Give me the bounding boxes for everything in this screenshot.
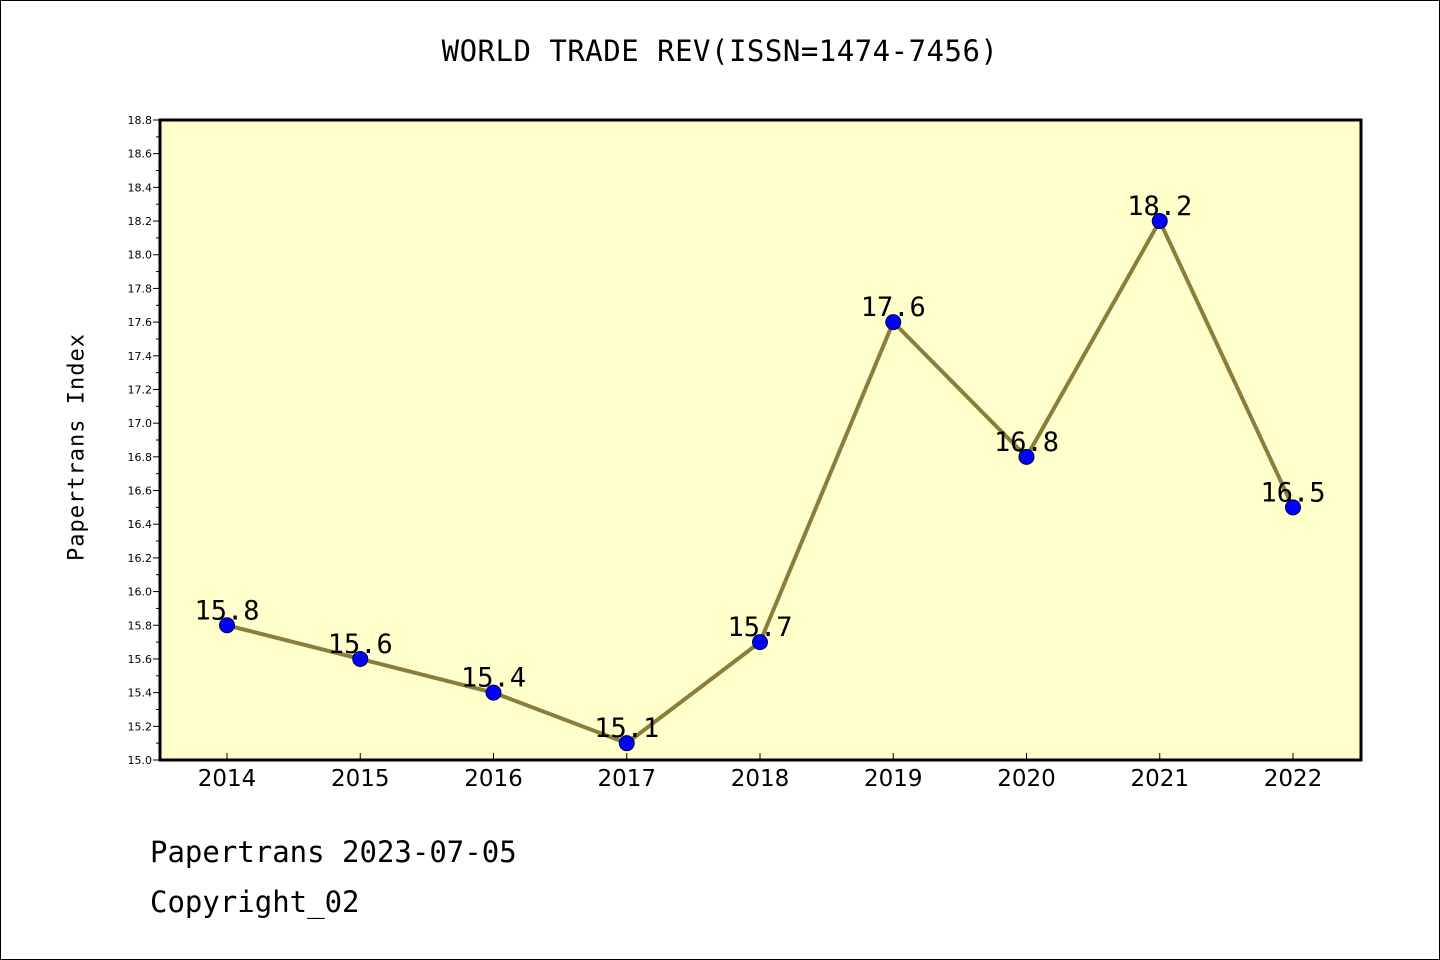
y-tick-label: 16.8 xyxy=(128,451,153,464)
data-label: 15.8 xyxy=(194,595,259,626)
y-tick-label: 15.2 xyxy=(128,720,153,733)
x-tick-label: 2014 xyxy=(198,766,257,792)
y-tick-label: 17.6 xyxy=(128,316,153,329)
data-point-2022 xyxy=(1285,499,1301,516)
y-tick-label: 15.0 xyxy=(128,754,153,767)
y-tick-label: 17.8 xyxy=(128,282,153,295)
y-tick-label: 15.8 xyxy=(128,619,153,632)
y-tick-label: 17.0 xyxy=(128,417,153,430)
y-tick-label: 16.4 xyxy=(128,518,153,531)
x-tick-label: 2015 xyxy=(331,766,390,792)
data-label: 15.6 xyxy=(328,629,393,660)
y-tick-label: 15.4 xyxy=(128,687,153,700)
y-tick-label: 18.6 xyxy=(128,148,153,161)
data-label: 16.5 xyxy=(1260,477,1325,508)
y-tick-label: 16.2 xyxy=(128,552,153,565)
y-tick-label: 17.4 xyxy=(128,350,153,363)
data-point-2019 xyxy=(885,314,902,331)
data-point-2018 xyxy=(752,634,768,651)
x-tick-label: 2017 xyxy=(597,766,656,792)
data-point-2014 xyxy=(219,617,235,634)
data-label: 17.6 xyxy=(861,292,926,323)
x-tick-label: 2022 xyxy=(1264,766,1323,792)
data-point-2020 xyxy=(1018,448,1035,465)
x-tick-label: 2021 xyxy=(1130,766,1189,792)
y-tick-label: 16.6 xyxy=(128,485,153,498)
footer-date: Papertrans 2023-07-05 xyxy=(150,835,517,869)
x-tick-label: 2018 xyxy=(731,766,790,792)
data-point-2017 xyxy=(618,735,635,752)
y-tick-label: 18.8 xyxy=(128,114,153,127)
data-label: 15.7 xyxy=(727,612,792,643)
data-point-2016 xyxy=(485,684,502,701)
x-tick-label: 2020 xyxy=(997,766,1056,792)
plot-border xyxy=(158,118,1363,762)
footer-copyright: Copyright_02 xyxy=(150,885,360,919)
x-tick-label: 2019 xyxy=(864,766,923,792)
y-tick-label: 15.6 xyxy=(128,653,153,666)
y-axis: 15.0 15.2 15.4 15.6 15.8 16.0 16.2 16.4 16.6 16.8… xyxy=(128,114,160,767)
data-point-2021 xyxy=(1151,213,1168,230)
chart-title: WORLD TRADE REV(ISSN=1474-7456) xyxy=(441,34,999,68)
y-tick-label: 18.0 xyxy=(128,249,153,262)
x-axis: 2014 2015 2016 2017 2018 2019 2020 2021 2022 xyxy=(198,753,1323,792)
data-point-2015 xyxy=(352,650,369,667)
y-tick-label: 17.2 xyxy=(128,383,153,396)
data-markers xyxy=(219,213,1301,752)
y-tick-label: 18.4 xyxy=(128,181,153,194)
data-label: 15.1 xyxy=(594,713,659,744)
data-label: 16.8 xyxy=(994,427,1059,458)
data-label: 15.4 xyxy=(461,663,526,694)
y-tick-label: 16.0 xyxy=(128,586,153,599)
x-tick-label: 2016 xyxy=(464,766,523,792)
data-labels: 15.8 15.6 15.4 15.1 15.7 17.6 16.8 18.2 16.5 xyxy=(194,191,1325,744)
data-label: 18.2 xyxy=(1127,191,1192,222)
y-tick-label: 18.2 xyxy=(128,215,153,228)
